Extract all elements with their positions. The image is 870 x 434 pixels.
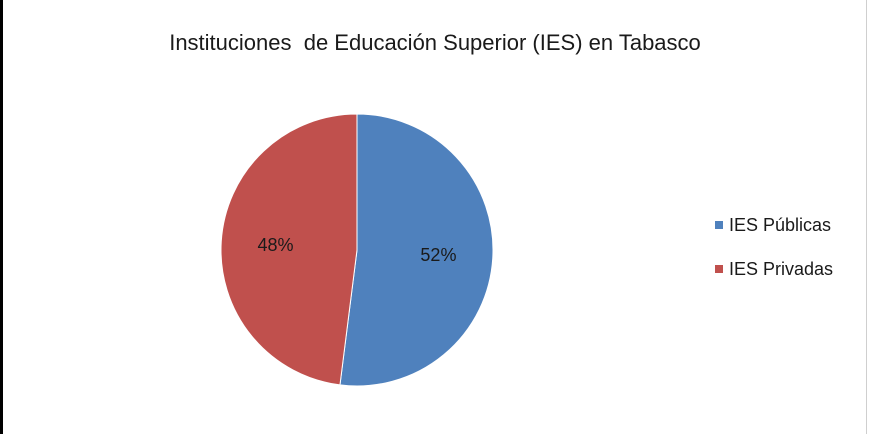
legend-swatch-privadas (715, 265, 723, 273)
data-label-ies-privadas: 48% (258, 235, 294, 255)
legend-swatch-publicas (715, 221, 723, 229)
legend-label-privadas: IES Privadas (729, 258, 834, 279)
pie-slice-ies-publicas (339, 113, 494, 387)
legend-item-privadas: IES Privadas (715, 259, 833, 279)
chart-title: Instituciones de Educación Superior (IES… (169, 30, 701, 55)
legend-label-publicas: IES Públicas (729, 214, 832, 235)
data-label-ies-publicas: 52% (420, 245, 456, 265)
pie-slice-ies-privadas (220, 113, 358, 386)
legend-item-publicas: IES Públicas (715, 215, 833, 235)
legend: IES Públicas IES Privadas (715, 215, 833, 303)
